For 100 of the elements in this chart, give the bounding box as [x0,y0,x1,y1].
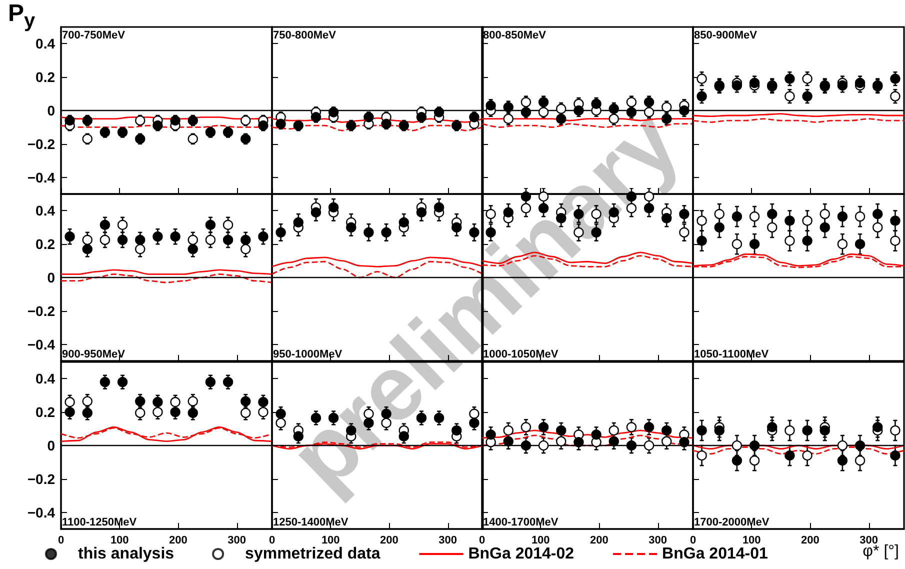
point [117,235,128,246]
point [696,91,706,102]
point [117,220,128,230]
point [784,216,794,226]
point [152,120,163,131]
point [784,91,794,102]
point [240,134,251,144]
point [696,425,706,436]
y-tick-label: 0.4 [36,203,56,220]
y-axis-title: P$_{y}$ [8,0,36,33]
point [748,239,760,250]
y-tick-label: −0.4 [27,336,56,353]
point [854,239,865,250]
point [890,450,900,460]
point [854,455,865,466]
point [258,120,268,131]
point [188,115,198,126]
point [714,425,724,436]
point [714,222,724,233]
text: 900-950MeV [62,348,126,361]
point [766,422,777,432]
point [696,74,706,84]
y-tick-label: 0 [47,437,56,454]
y-tick-label: −0.2 [27,470,56,487]
point [258,396,268,407]
chart-title: 800-850MeV [483,30,547,42]
point [222,220,234,230]
point [222,235,234,246]
x-tick-label: 0 [689,534,696,546]
point [205,376,216,387]
point [766,209,777,220]
point [100,235,110,246]
point [170,406,180,417]
x-tick-label: 100 [110,534,129,546]
x-tick-label: 200 [800,534,819,546]
point [152,406,163,417]
point [766,222,777,233]
point [731,440,742,450]
point [784,74,794,84]
point [170,232,180,242]
point [819,222,830,233]
point [696,216,706,226]
point [802,425,812,436]
point [872,422,882,432]
point [240,115,251,126]
x-tick-label: 0 [478,534,486,546]
x-tick-label: 100 [320,534,340,546]
legend-label: this analysis [78,546,174,562]
point [819,209,830,220]
point [258,232,268,242]
text: 1700-2000MeV [694,516,770,528]
x-tick-label: 0 [268,534,275,546]
point [784,450,794,460]
point [205,220,216,230]
point [890,74,900,84]
text: 1100-1250MeV [62,516,138,528]
point [135,115,146,126]
chart-title: 750-800MeV [272,30,336,42]
point [836,440,848,450]
point [100,376,110,387]
point [802,216,812,226]
x-tick-label: 200 [169,534,188,546]
y-tick-label: 0.2 [36,69,56,86]
point [872,222,882,233]
x-tick-label: 300 [438,534,457,546]
legend-label: BnGa 2014-01 [662,546,768,562]
x-tick-label: 300 [648,534,668,546]
point [890,425,900,436]
point [117,127,128,138]
point [240,235,251,246]
point [64,232,75,242]
point [205,127,216,138]
point [64,406,75,417]
point [64,396,75,407]
point [802,74,812,84]
point [731,212,742,222]
point [836,212,848,222]
text: 1250-1400MeV [272,516,348,528]
line-series [60,426,273,438]
point [117,376,128,387]
y-tick-label: −0.4 [27,169,56,186]
x-tick-label: 300 [228,534,246,546]
point [714,209,724,220]
point [836,239,848,250]
point [222,127,234,138]
point [696,450,706,460]
point [802,91,812,102]
point [819,425,830,436]
point [696,236,706,246]
point [188,244,198,255]
point [64,115,75,126]
point [135,244,146,255]
point [135,134,146,144]
point [188,235,198,246]
legend-label: BnGa 2014-02 [468,546,574,562]
point [890,91,900,102]
point [152,232,163,242]
point [135,235,146,246]
point [100,127,110,138]
point [890,236,900,246]
